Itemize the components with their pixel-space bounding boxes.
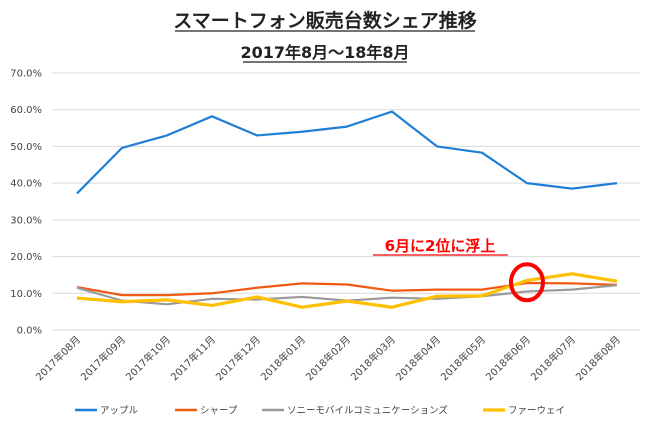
series-line-1 <box>76 110 618 195</box>
y-tick-label: 40.0% <box>10 179 42 190</box>
x-tick-label: 2018年07月 <box>528 333 578 383</box>
y-tick-label: 60.0% <box>10 105 42 116</box>
x-tick-label: 2017年08月 <box>33 333 83 383</box>
x-tick-label: 2017年11月 <box>168 333 218 383</box>
y-tick-label: 70.0% <box>10 69 42 80</box>
legend-label: ソニーモバイルコミュニケーションズ <box>287 405 448 417</box>
x-tick-label: 2018年06月 <box>483 333 533 383</box>
legend-label: ファーウェイ <box>508 406 565 417</box>
x-tick-label: 2018年04月 <box>393 333 443 383</box>
chart-title: スマートフォン販売台数シェア推移 <box>173 9 476 32</box>
legend-label: アップル <box>100 406 139 417</box>
annotation-circle <box>509 262 545 303</box>
annotation-text: 6月に2位に浮上 <box>385 237 496 255</box>
x-tick-label: 2017年09月 <box>78 333 128 383</box>
x-tick-label: 2018年08月 <box>573 333 623 383</box>
x-tick-label: 2018年01月 <box>258 333 308 383</box>
y-tick-label: 30.0% <box>10 215 42 226</box>
x-tick-label: 2018年05月 <box>438 333 488 383</box>
chart-subtitle: 2017年8月～18年8月 <box>240 43 409 62</box>
x-tick-label: 2017年12月 <box>213 333 263 383</box>
y-tick-label: 10.0% <box>10 289 42 300</box>
y-tick-label: 20.0% <box>10 252 42 263</box>
y-tick-label: 50.0% <box>10 142 42 153</box>
y-tick-label: 0.0% <box>17 326 42 337</box>
x-tick-label: 2018年03月 <box>348 333 398 383</box>
x-tick-label: 2018年02月 <box>303 333 353 383</box>
x-tick-label: 2017年10月 <box>123 333 173 383</box>
legend-label: シャープ <box>200 406 238 417</box>
